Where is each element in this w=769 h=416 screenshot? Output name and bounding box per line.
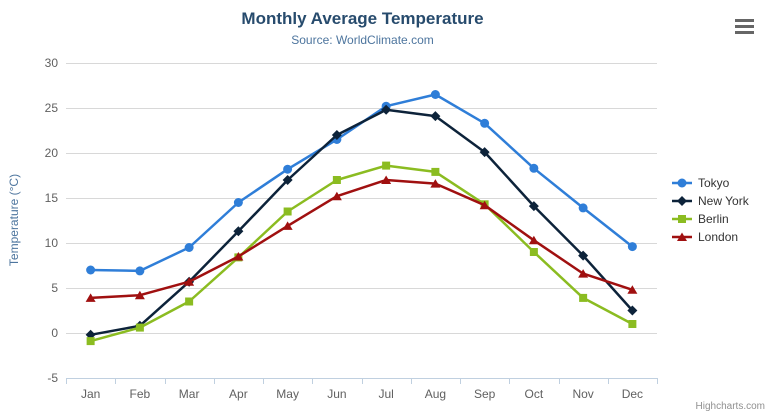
x-axis-label: Jul [378, 387, 393, 401]
y-axis-label: 10 [45, 236, 59, 250]
series-marker-berlin[interactable] [529, 248, 538, 256]
series-marker-london[interactable] [134, 290, 145, 300]
series-london [85, 175, 638, 302]
series-marker-new-york[interactable] [578, 250, 589, 261]
x-axis-label: Oct [525, 387, 544, 401]
y-axis-label: 0 [51, 326, 58, 340]
chart-title: Monthly Average Temperature [241, 9, 484, 28]
y-axis-label: -5 [47, 371, 58, 385]
credits-link[interactable]: Highcharts.com [695, 401, 765, 412]
series-marker-berlin[interactable] [185, 297, 194, 306]
y-axis-label: 20 [45, 146, 59, 160]
y-axis-label: 25 [45, 101, 59, 115]
series-line-tokyo[interactable] [89, 93, 634, 273]
legend-symbol[interactable] [677, 232, 687, 242]
series-line-berlin[interactable] [89, 164, 634, 343]
series-marker-berlin[interactable] [283, 207, 292, 216]
y-axis-label: 5 [51, 281, 58, 295]
series-line-new-york[interactable] [89, 108, 634, 337]
series-marker-berlin[interactable] [431, 167, 440, 176]
legend-symbol[interactable] [677, 196, 687, 206]
legend-symbol[interactable] [678, 215, 686, 223]
series-marker-new-york[interactable] [331, 130, 342, 140]
y-axis-label: 15 [45, 191, 59, 205]
series-marker-tokyo[interactable] [86, 265, 96, 275]
series-marker-tokyo[interactable] [283, 164, 293, 174]
series-new-york [85, 104, 638, 340]
series-marker-london[interactable] [282, 221, 293, 230]
hamburger-menu-icon[interactable] [735, 19, 754, 34]
legend-label: Berlin [698, 212, 729, 226]
legend-triangle-icon [672, 232, 692, 242]
x-axis-label: Nov [572, 387, 593, 401]
series-marker-new-york[interactable] [627, 305, 638, 316]
y-axis-title: Temperature (°C) [7, 173, 21, 267]
legend-symbol[interactable] [677, 178, 687, 188]
series-marker-london[interactable] [331, 191, 342, 201]
legend-square-icon [672, 215, 692, 223]
series-marker-tokyo[interactable] [184, 243, 194, 252]
x-axis-label: May [276, 387, 299, 401]
series-marker-london[interactable] [528, 235, 539, 245]
series-marker-london[interactable] [479, 200, 490, 210]
x-axis-label: Aug [425, 387, 446, 401]
legend-item-berlin[interactable]: Berlin [672, 212, 749, 226]
series-marker-berlin[interactable] [86, 337, 95, 346]
series-marker-tokyo[interactable] [233, 198, 243, 207]
series-marker-london[interactable] [85, 293, 96, 302]
legend-circle-icon [672, 178, 692, 188]
series-marker-new-york[interactable] [528, 201, 539, 212]
legend: Tokyo New York Berlin London [672, 176, 749, 244]
series-marker-london[interactable] [381, 175, 392, 185]
x-axis-label: Sep [474, 387, 496, 401]
x-axis-label: Jun [327, 387, 346, 401]
hamburger-bar [735, 19, 754, 22]
x-axis-label: Feb [130, 387, 151, 401]
series-marker-berlin[interactable] [135, 323, 144, 332]
legend-diamond-icon [672, 196, 692, 206]
hamburger-bar [735, 31, 754, 34]
series-marker-new-york[interactable] [430, 111, 441, 122]
series-marker-new-york[interactable] [381, 104, 392, 115]
legend-label: London [698, 230, 739, 244]
legend-item-tokyo[interactable]: Tokyo [672, 176, 749, 190]
series-marker-tokyo[interactable] [529, 163, 539, 173]
legend-label: New York [698, 194, 749, 208]
series-marker-berlin[interactable] [332, 176, 341, 184]
x-axis-label: Mar [179, 387, 200, 401]
series-marker-london[interactable] [578, 269, 589, 278]
series-marker-london[interactable] [627, 285, 638, 294]
series-tokyo [86, 90, 637, 276]
series-marker-london[interactable] [184, 277, 195, 286]
y-axis-label: 30 [45, 56, 59, 70]
series-marker-berlin[interactable] [628, 320, 637, 328]
x-axis-label: Dec [622, 387, 643, 401]
chart-subtitle: Source: WorldClimate.com [291, 33, 434, 47]
legend-label: Tokyo [698, 176, 730, 190]
legend-item-london[interactable]: London [672, 230, 749, 244]
series-marker-berlin[interactable] [579, 293, 588, 302]
series-marker-berlin[interactable] [382, 161, 391, 170]
series-marker-new-york[interactable] [282, 175, 293, 185]
series-marker-tokyo[interactable] [135, 266, 145, 276]
series-marker-tokyo[interactable] [627, 242, 637, 252]
series-line-london[interactable] [89, 178, 634, 300]
x-axis-label: Apr [229, 387, 248, 401]
series-marker-london[interactable] [233, 252, 244, 261]
hamburger-bar [735, 25, 754, 28]
series-marker-new-york[interactable] [233, 226, 244, 237]
x-axis-label: Jan [81, 387, 100, 401]
series-marker-tokyo[interactable] [480, 118, 490, 128]
series-marker-london[interactable] [430, 179, 441, 188]
series-marker-new-york[interactable] [479, 147, 490, 158]
series-marker-tokyo[interactable] [430, 90, 440, 99]
legend-item-new-york[interactable]: New York [672, 194, 749, 208]
series-marker-tokyo[interactable] [578, 203, 588, 213]
